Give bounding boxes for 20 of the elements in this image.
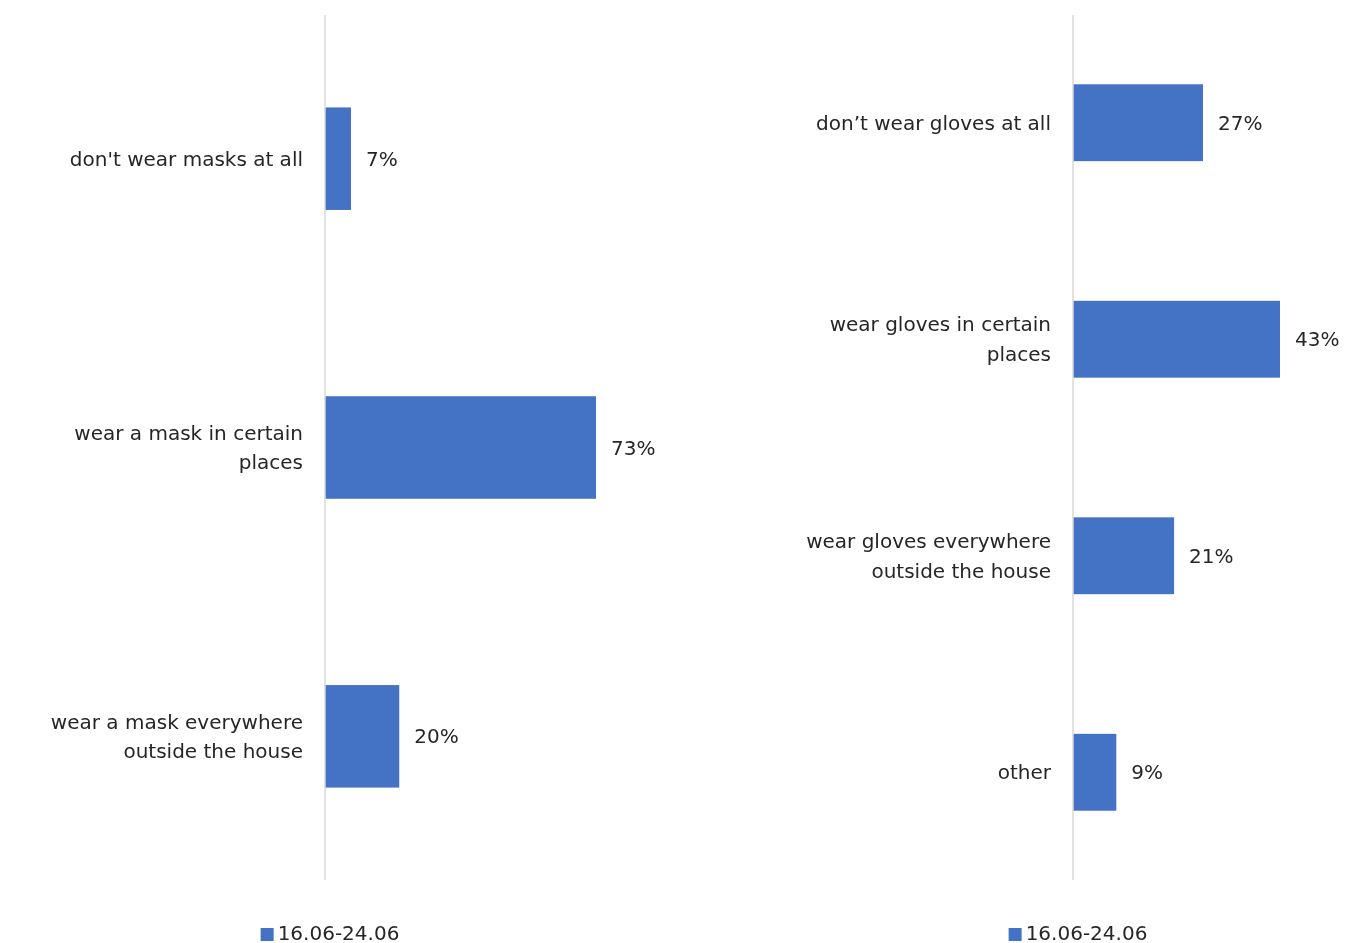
- bar: [1073, 733, 1117, 811]
- data-label: 73%: [611, 435, 656, 460]
- legend-label: 16.06-24.06: [1025, 921, 1148, 943]
- y-tick-label: don't wear masks at all: [69, 146, 303, 171]
- y-tick-label: don’t wear gloves at all: [816, 110, 1051, 135]
- bar: [1073, 84, 1203, 162]
- data-label: 21%: [1189, 543, 1234, 568]
- bar: [1073, 300, 1280, 378]
- y-tick-label: other: [997, 760, 1052, 785]
- y-tick-label: wear gloves in certain places: [829, 312, 1051, 366]
- y-tick-label: wear a mask in certain places: [74, 420, 303, 475]
- data-label: 9%: [1131, 760, 1164, 785]
- data-label: 20%: [414, 724, 459, 749]
- bar: [1073, 517, 1175, 595]
- data-label: 43%: [1295, 327, 1340, 352]
- data-label: 7%: [365, 146, 398, 171]
- data-label: 27%: [1217, 110, 1263, 135]
- y-tick-label: wear gloves everywhere outside the house: [806, 529, 1051, 583]
- legend-label: 16.06-24.06: [277, 921, 400, 943]
- y-tick-label: wear a mask everywhere outside the house: [50, 709, 303, 764]
